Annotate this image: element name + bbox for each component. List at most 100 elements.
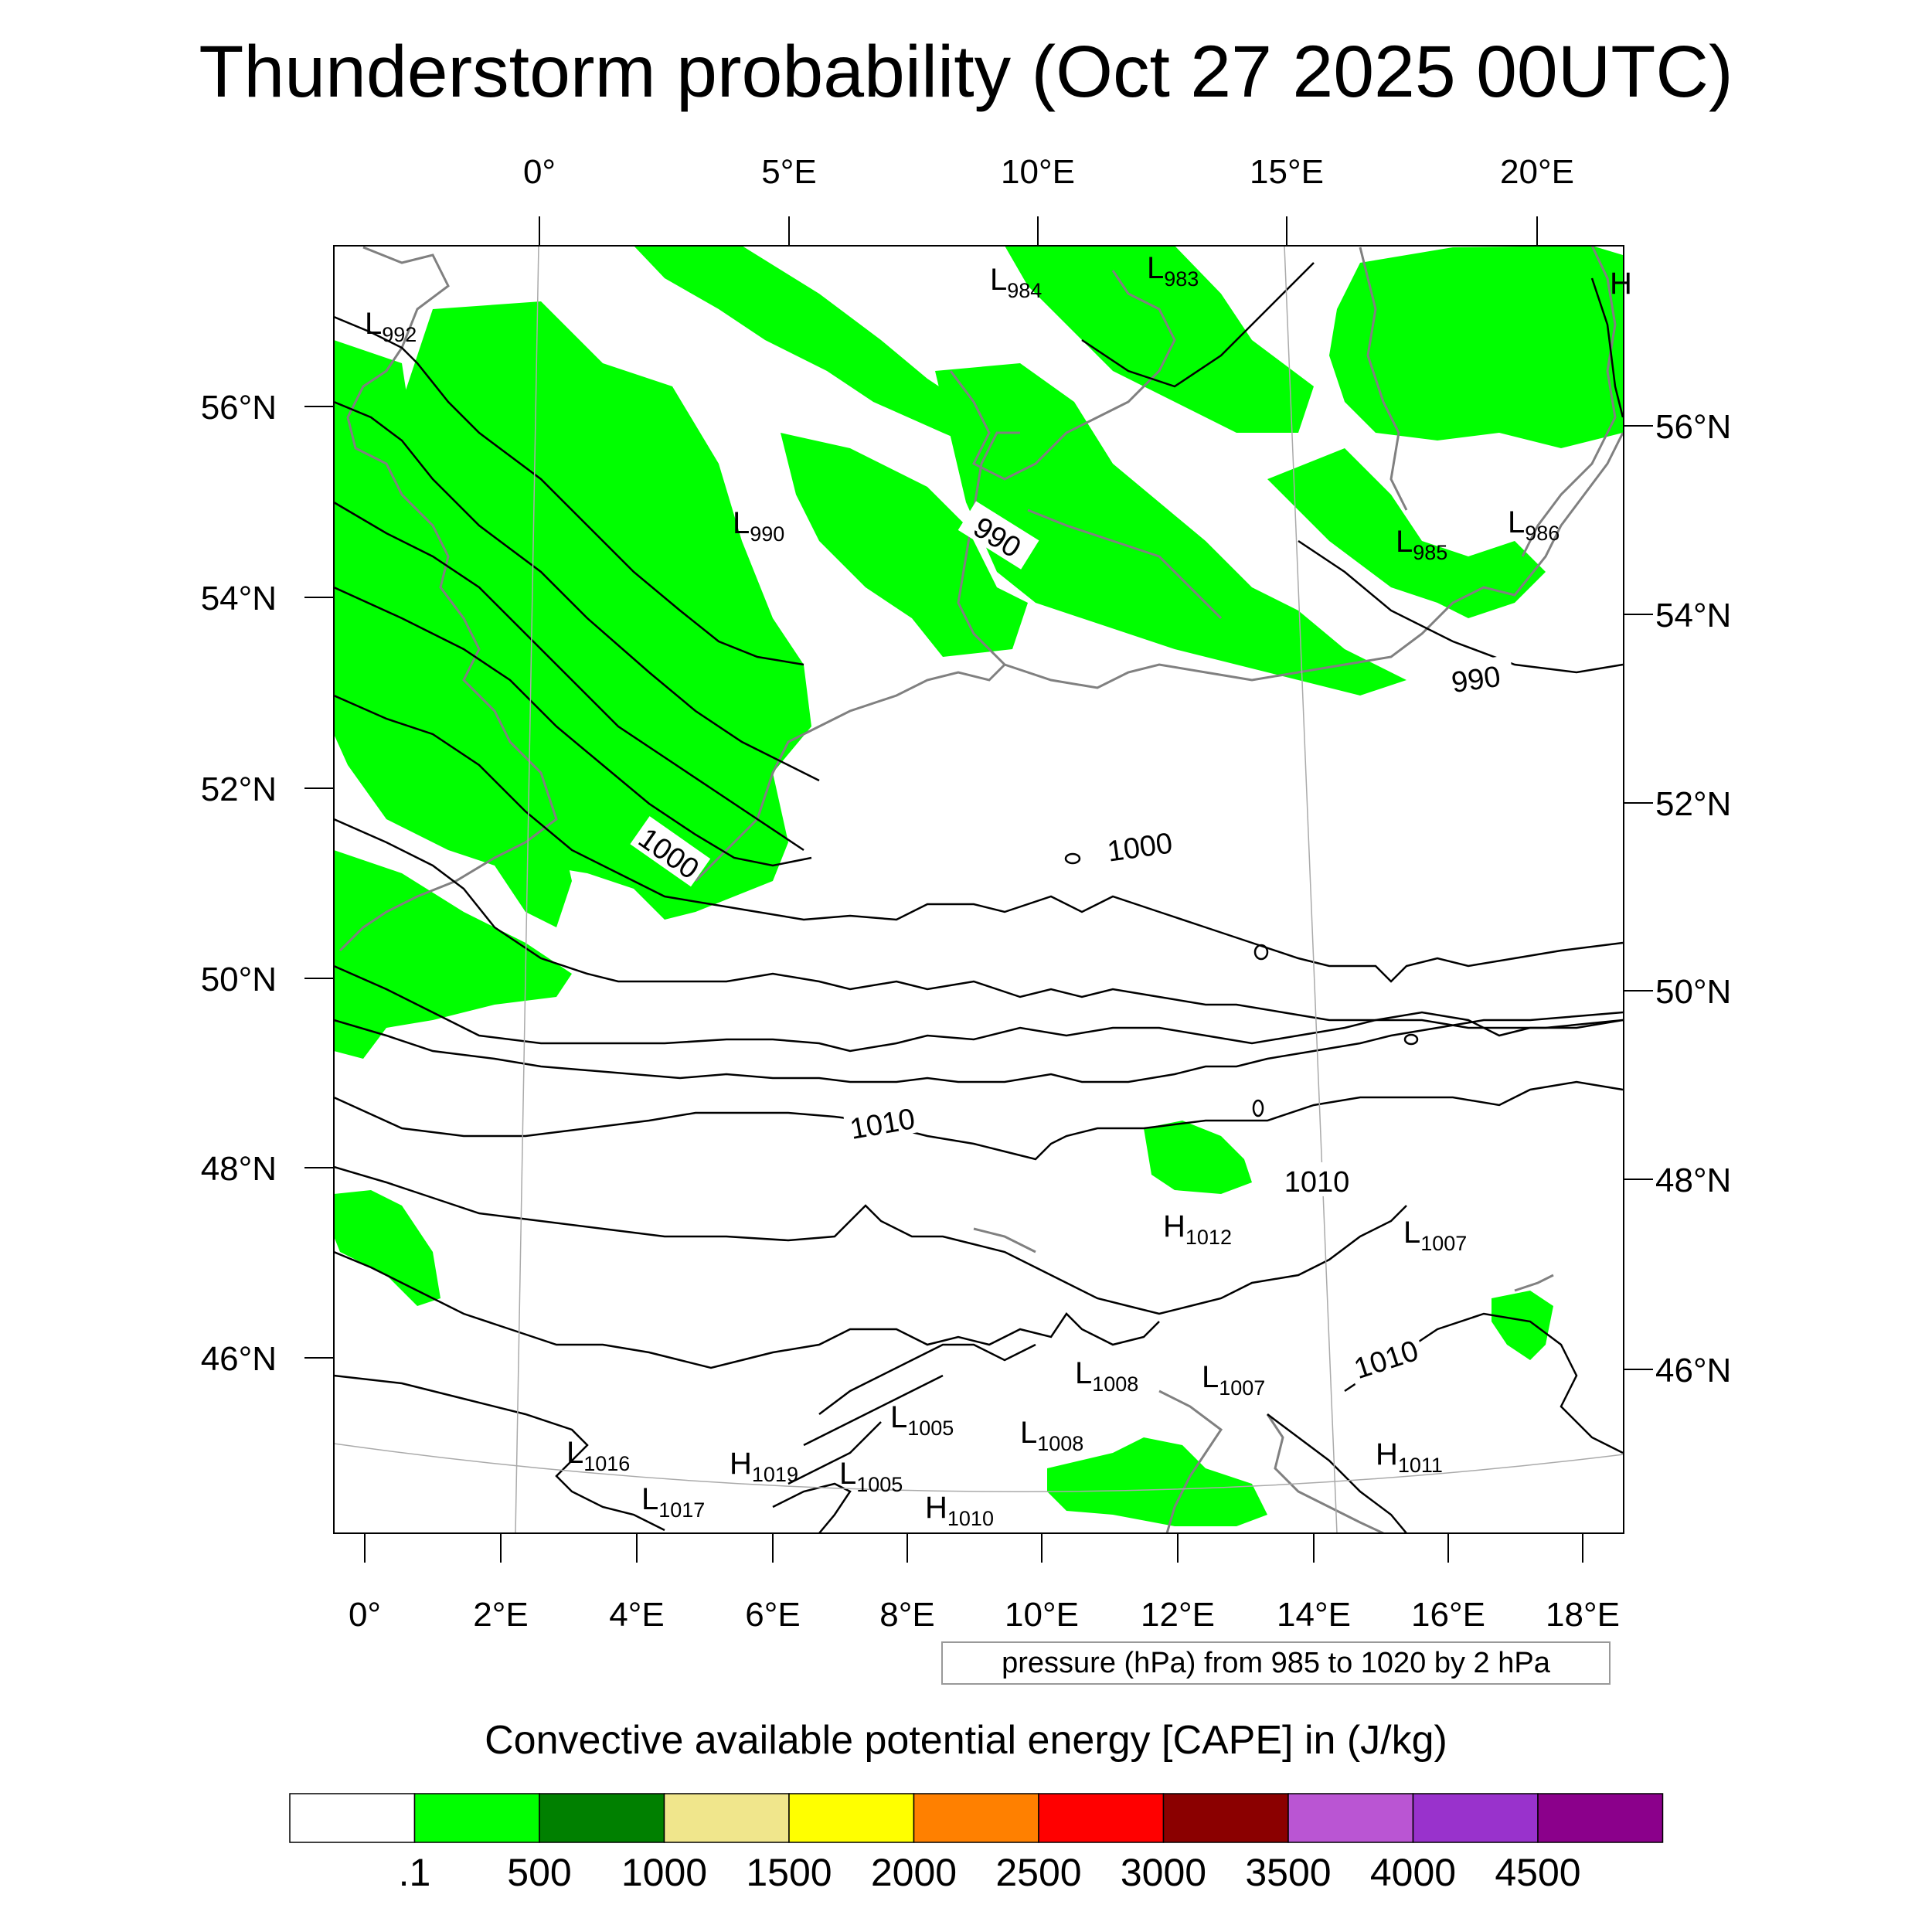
isobar — [334, 586, 812, 867]
cape-area — [1144, 1121, 1252, 1194]
isobar — [334, 315, 804, 666]
left-lat-label: 54°N — [201, 580, 277, 617]
pressure-center-label: H1011 — [1376, 1437, 1443, 1477]
pressure-center-label: L1007 — [1403, 1216, 1467, 1255]
top-lon-label: 10°E — [1001, 153, 1075, 191]
right-lat-label: 52°N — [1655, 785, 1731, 823]
pressure-center-label: L990 — [733, 506, 784, 546]
right-lat-label: 46°N — [1655, 1352, 1731, 1389]
isobar — [803, 1374, 944, 1447]
pressure-center-value: 1008 — [1092, 1372, 1138, 1396]
bottom-lon-label: 16°E — [1411, 1596, 1485, 1634]
pressure-center-value: 1016 — [583, 1452, 630, 1475]
pressure-center-type: L — [733, 506, 750, 540]
coastline — [1004, 432, 1624, 689]
pressure-center-label: L1005 — [839, 1457, 903, 1496]
top-lon-label: 5°E — [761, 153, 816, 191]
axis-ticks — [304, 216, 1653, 1563]
isobar-label-bg — [957, 501, 1039, 570]
coastlines — [338, 246, 1624, 1533]
colorbar-label: 500 — [507, 1851, 571, 1894]
pressure-center-label: L1008 — [1075, 1356, 1138, 1396]
pressure-center-type: L — [1075, 1356, 1092, 1390]
cape-area — [1047, 1437, 1267, 1526]
isobar-label-bg — [1100, 822, 1179, 867]
isobar-label-bg — [1280, 1162, 1354, 1196]
isobar — [772, 1482, 852, 1533]
pressure-center-value: 990 — [750, 522, 784, 546]
isobar-ring — [1253, 944, 1269, 961]
isobar — [787, 1421, 882, 1485]
pressure-center-type: H — [1163, 1209, 1185, 1243]
pressure-center-label: L1005 — [890, 1400, 954, 1440]
pressure-center-type: H — [730, 1447, 752, 1481]
colorbar-swatch — [413, 1793, 540, 1843]
bottom-lon-label: 0° — [349, 1596, 381, 1634]
isobar — [818, 1343, 1036, 1415]
isobar-label-group: 990 — [1436, 655, 1515, 699]
cape-area — [1005, 246, 1314, 433]
coastline — [1521, 246, 1617, 557]
colorbar-swatch — [913, 1793, 1039, 1843]
isobar — [334, 1165, 1407, 1315]
meridian — [515, 246, 539, 1533]
top-lon-label: 0° — [523, 153, 556, 191]
colorbar-label: 3000 — [1121, 1851, 1206, 1894]
isobar-label-group: 1000 — [1100, 822, 1179, 869]
pressure-center-value: 1005 — [907, 1417, 954, 1440]
pressure-center-value: 1005 — [856, 1473, 903, 1496]
pressure-center-value: 1012 — [1185, 1226, 1232, 1249]
pressure-center-type: L — [990, 263, 1007, 297]
left-lat-label: 48°N — [201, 1150, 277, 1188]
right-lat-label: 48°N — [1655, 1162, 1731, 1199]
coastline — [1359, 247, 1408, 511]
page-title: Thunderstorm probability (Oct 27 2025 00… — [199, 31, 1733, 113]
coastline — [973, 1227, 1036, 1253]
colorbar-label: 2500 — [995, 1851, 1081, 1894]
cape-area — [1267, 448, 1546, 618]
pressure-center-type: H — [925, 1491, 947, 1525]
isobar — [1344, 1312, 1624, 1454]
pressure-center-label: H — [1610, 267, 1632, 301]
bottom-lon-label: 6°E — [745, 1596, 800, 1634]
isobar-label-bg — [1345, 1329, 1427, 1385]
pressure-center-label: L1017 — [641, 1482, 705, 1522]
pressure-caption: pressure (hPa) from 985 to 1020 by 2 hPa — [941, 1641, 1611, 1685]
colorbar-swatch — [1412, 1793, 1539, 1843]
bottom-lon-label: 14°E — [1277, 1596, 1351, 1634]
colorbar-swatch — [289, 1793, 416, 1843]
pressure-center-value: 985 — [1413, 541, 1447, 564]
colorbar-label: 4000 — [1370, 1851, 1456, 1894]
bottom-lon-label: 4°E — [609, 1596, 664, 1634]
colorbar-swatch — [663, 1793, 790, 1843]
isobar — [334, 1080, 1624, 1161]
colorbar-label: 4500 — [1495, 1851, 1580, 1894]
colorbar-title: Convective available potential energy [C… — [485, 1718, 1447, 1763]
cape-fill-areas — [334, 246, 1623, 1526]
pressure-center-value: 992 — [382, 323, 417, 346]
left-lat-label: 56°N — [201, 389, 277, 427]
colorbar-swatch — [539, 1793, 665, 1843]
cape-area — [334, 850, 572, 1059]
isobar-ring — [1403, 1033, 1419, 1046]
colorbar-swatch — [1537, 1793, 1664, 1843]
isobar-label-group: 1010 — [1280, 1162, 1354, 1199]
isobar — [334, 694, 1624, 983]
left-lat-label: 50°N — [201, 961, 277, 998]
isobar — [334, 501, 804, 852]
cape-area — [1492, 1291, 1553, 1360]
pressure-center-value: 984 — [1007, 279, 1042, 302]
pressure-center-label: L1007 — [1202, 1360, 1265, 1400]
pressure-center-label: L1016 — [566, 1436, 630, 1475]
isobar — [334, 1011, 1624, 1083]
pressure-center-value: 1007 — [1420, 1232, 1467, 1255]
right-lat-label: 56°N — [1655, 408, 1731, 446]
bottom-lon-label: 8°E — [879, 1596, 934, 1634]
pressure-center-label: H1019 — [730, 1447, 798, 1486]
left-lat-label: 52°N — [201, 770, 277, 808]
pressure-center-type: L — [839, 1457, 856, 1491]
meridian — [1284, 246, 1338, 1533]
pressure-center-value: 1010 — [947, 1507, 994, 1530]
